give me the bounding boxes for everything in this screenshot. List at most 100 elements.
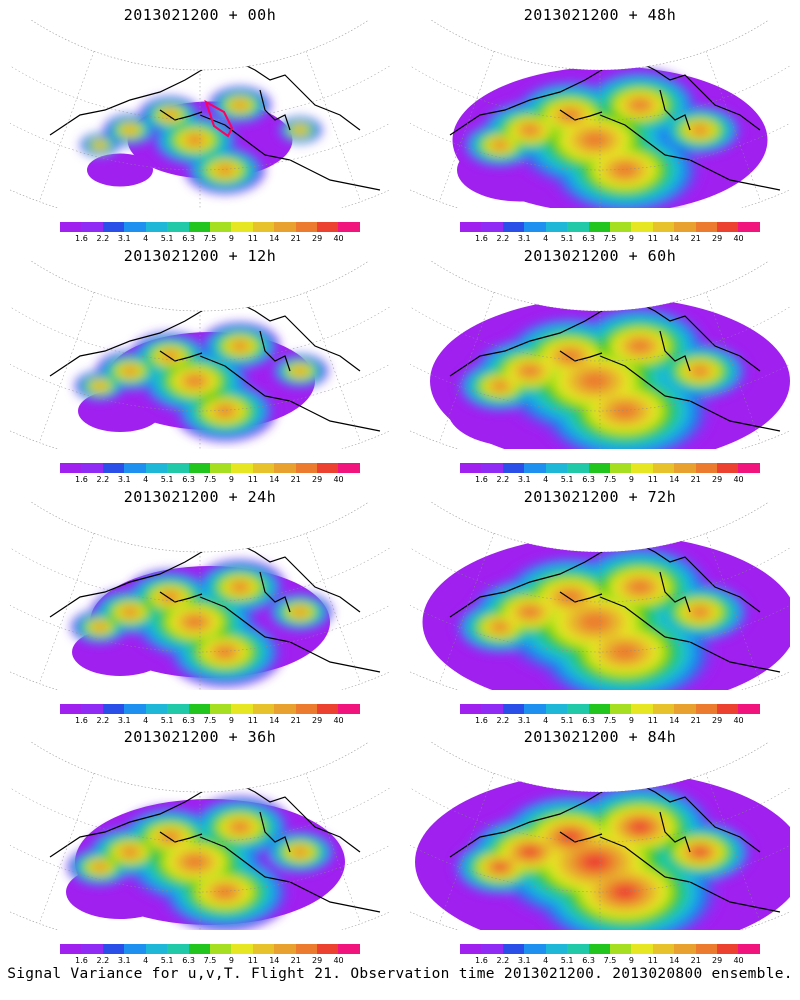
colorbar-swatch xyxy=(738,944,760,954)
colorbar-swatch xyxy=(338,704,360,714)
colorbar-label: 40 xyxy=(733,475,744,484)
variance-field xyxy=(49,280,381,442)
colorbar-swatch xyxy=(81,463,103,473)
colorbar-swatch xyxy=(609,704,632,714)
colorbar-swatch xyxy=(524,704,546,714)
variance-map xyxy=(410,742,790,930)
colorbar-swatch xyxy=(567,222,589,232)
colorbar-label: 14 xyxy=(669,956,680,965)
colorbar-swatch xyxy=(738,704,760,714)
colorbar-swatch xyxy=(631,463,653,473)
colorbar-swatch xyxy=(274,944,296,954)
colorbar-swatch xyxy=(102,704,125,714)
panel-title: 2013021200 + 36h xyxy=(123,728,277,746)
colorbar-label: 7.5 xyxy=(603,475,617,484)
colorbar-swatch xyxy=(145,222,168,232)
colorbar-label: 29 xyxy=(712,475,723,484)
colorbar-label: 40 xyxy=(333,234,344,243)
colorbar-swatch xyxy=(124,944,146,954)
colorbar-label: 4 xyxy=(143,475,149,484)
colorbar-label: 14 xyxy=(269,716,280,725)
colorbar xyxy=(60,704,360,714)
colorbar-swatch xyxy=(567,463,589,473)
variance-map xyxy=(410,261,790,449)
colorbar-label: 4 xyxy=(543,234,549,243)
variance-map xyxy=(410,502,790,690)
colorbar-swatch xyxy=(231,222,253,232)
colorbar-label: 14 xyxy=(669,716,680,725)
colorbar-label: 2.2 xyxy=(96,475,110,484)
colorbar-swatch xyxy=(695,704,718,714)
variance-field xyxy=(422,521,790,690)
colorbar-swatch xyxy=(167,463,189,473)
colorbar-label: 9 xyxy=(228,956,234,965)
colorbar-swatch xyxy=(167,704,189,714)
colorbar-swatch xyxy=(338,222,360,232)
colorbar-label: 6.3 xyxy=(582,956,595,965)
panel-title: 2013021200 + 12h xyxy=(123,247,277,265)
colorbar-swatch xyxy=(481,222,503,232)
colorbar-swatch xyxy=(609,463,632,473)
forecast-panel: 2013021200 + 72h 1.6 2.2 3.1 4 5.1 6.3 7.5 9 11 14… xyxy=(400,482,800,727)
colorbar-swatch xyxy=(124,463,146,473)
colorbar xyxy=(460,222,760,232)
colorbar-label: 9 xyxy=(228,234,234,243)
panel-title: 2013021200 + 84h xyxy=(523,728,677,746)
forecast-panel: 2013021200 + 24h 1.6 2.2 3.1 4 5.1 6.3 7.5 9 11 14… xyxy=(0,482,400,727)
colorbar-label: 29 xyxy=(712,234,723,243)
colorbar-label: 4 xyxy=(543,956,549,965)
colorbar-swatch xyxy=(674,944,696,954)
colorbar-label: 2.2 xyxy=(96,716,110,725)
colorbar-label: 1.6 xyxy=(75,475,88,484)
colorbar-labels: 1.6 2.2 3.1 4 5.1 6.3 7.5 9 11 14 21 29 40 xyxy=(60,716,360,726)
colorbar-label: 11 xyxy=(647,475,658,484)
colorbar-labels: 1.6 2.2 3.1 4 5.1 6.3 7.5 9 11 14 21 29 40 xyxy=(60,475,360,485)
colorbar-label: 5.1 xyxy=(560,716,574,725)
colorbar-label: 3.1 xyxy=(117,234,131,243)
colorbar-label: 7.5 xyxy=(203,716,217,725)
colorbar-swatch xyxy=(274,704,296,714)
colorbar-label: 1.6 xyxy=(75,956,88,965)
colorbar-label: 29 xyxy=(312,716,323,725)
forecast-panel: 2013021200 + 84h 1.6 2.2 3.1 4 5.1 6.3 7.5 9 11 14… xyxy=(400,722,800,967)
colorbar-label: 21 xyxy=(690,956,701,965)
colorbar-label: 6.3 xyxy=(182,475,195,484)
colorbar-label: 40 xyxy=(733,234,744,243)
variance-map xyxy=(10,742,390,930)
colorbar-label: 2.2 xyxy=(96,234,110,243)
panel-title: 2013021200 + 00h xyxy=(123,6,277,24)
colorbar-swatch xyxy=(102,944,125,954)
colorbar-label: 14 xyxy=(669,234,680,243)
colorbar-labels: 1.6 2.2 3.1 4 5.1 6.3 7.5 9 11 14 21 29 40 xyxy=(460,956,760,966)
figure-caption: Signal Variance for u,v,T. Flight 21. Ob… xyxy=(7,966,793,982)
colorbar-label: 5.1 xyxy=(160,716,174,725)
colorbar-swatch xyxy=(124,222,146,232)
colorbar-label: 9 xyxy=(628,716,634,725)
colorbar-swatch xyxy=(738,463,760,473)
colorbar-label: 6.3 xyxy=(582,716,595,725)
colorbar-swatch xyxy=(717,463,739,473)
colorbar-label: 6.3 xyxy=(182,956,195,965)
colorbar xyxy=(460,944,760,954)
colorbar-label: 4 xyxy=(143,956,149,965)
colorbar-swatch xyxy=(481,463,503,473)
colorbar-label: 21 xyxy=(690,475,701,484)
colorbar-swatch xyxy=(609,222,632,232)
colorbar-swatch xyxy=(81,704,103,714)
colorbar-label: 1.6 xyxy=(475,234,488,243)
colorbar-swatch xyxy=(460,222,482,232)
colorbar-swatch xyxy=(567,944,589,954)
forecast-panel: 2013021200 + 12h 1.6 2.2 3.1 4 5.1 6.3 7.5 9 11 14… xyxy=(0,241,400,486)
map-gridlines xyxy=(10,51,390,208)
colorbar-swatch xyxy=(524,463,546,473)
colorbar-swatch xyxy=(317,944,339,954)
colorbar-label: 40 xyxy=(333,956,344,965)
variance-field xyxy=(49,761,381,930)
colorbar-swatch xyxy=(317,463,339,473)
colorbar-label: 21 xyxy=(290,956,301,965)
colorbar-labels: 1.6 2.2 3.1 4 5.1 6.3 7.5 9 11 14 21 29 40 xyxy=(60,956,360,966)
colorbar-label: 40 xyxy=(333,475,344,484)
colorbar-swatch xyxy=(209,222,232,232)
map-gridlines xyxy=(10,292,390,449)
colorbar-label: 9 xyxy=(628,234,634,243)
